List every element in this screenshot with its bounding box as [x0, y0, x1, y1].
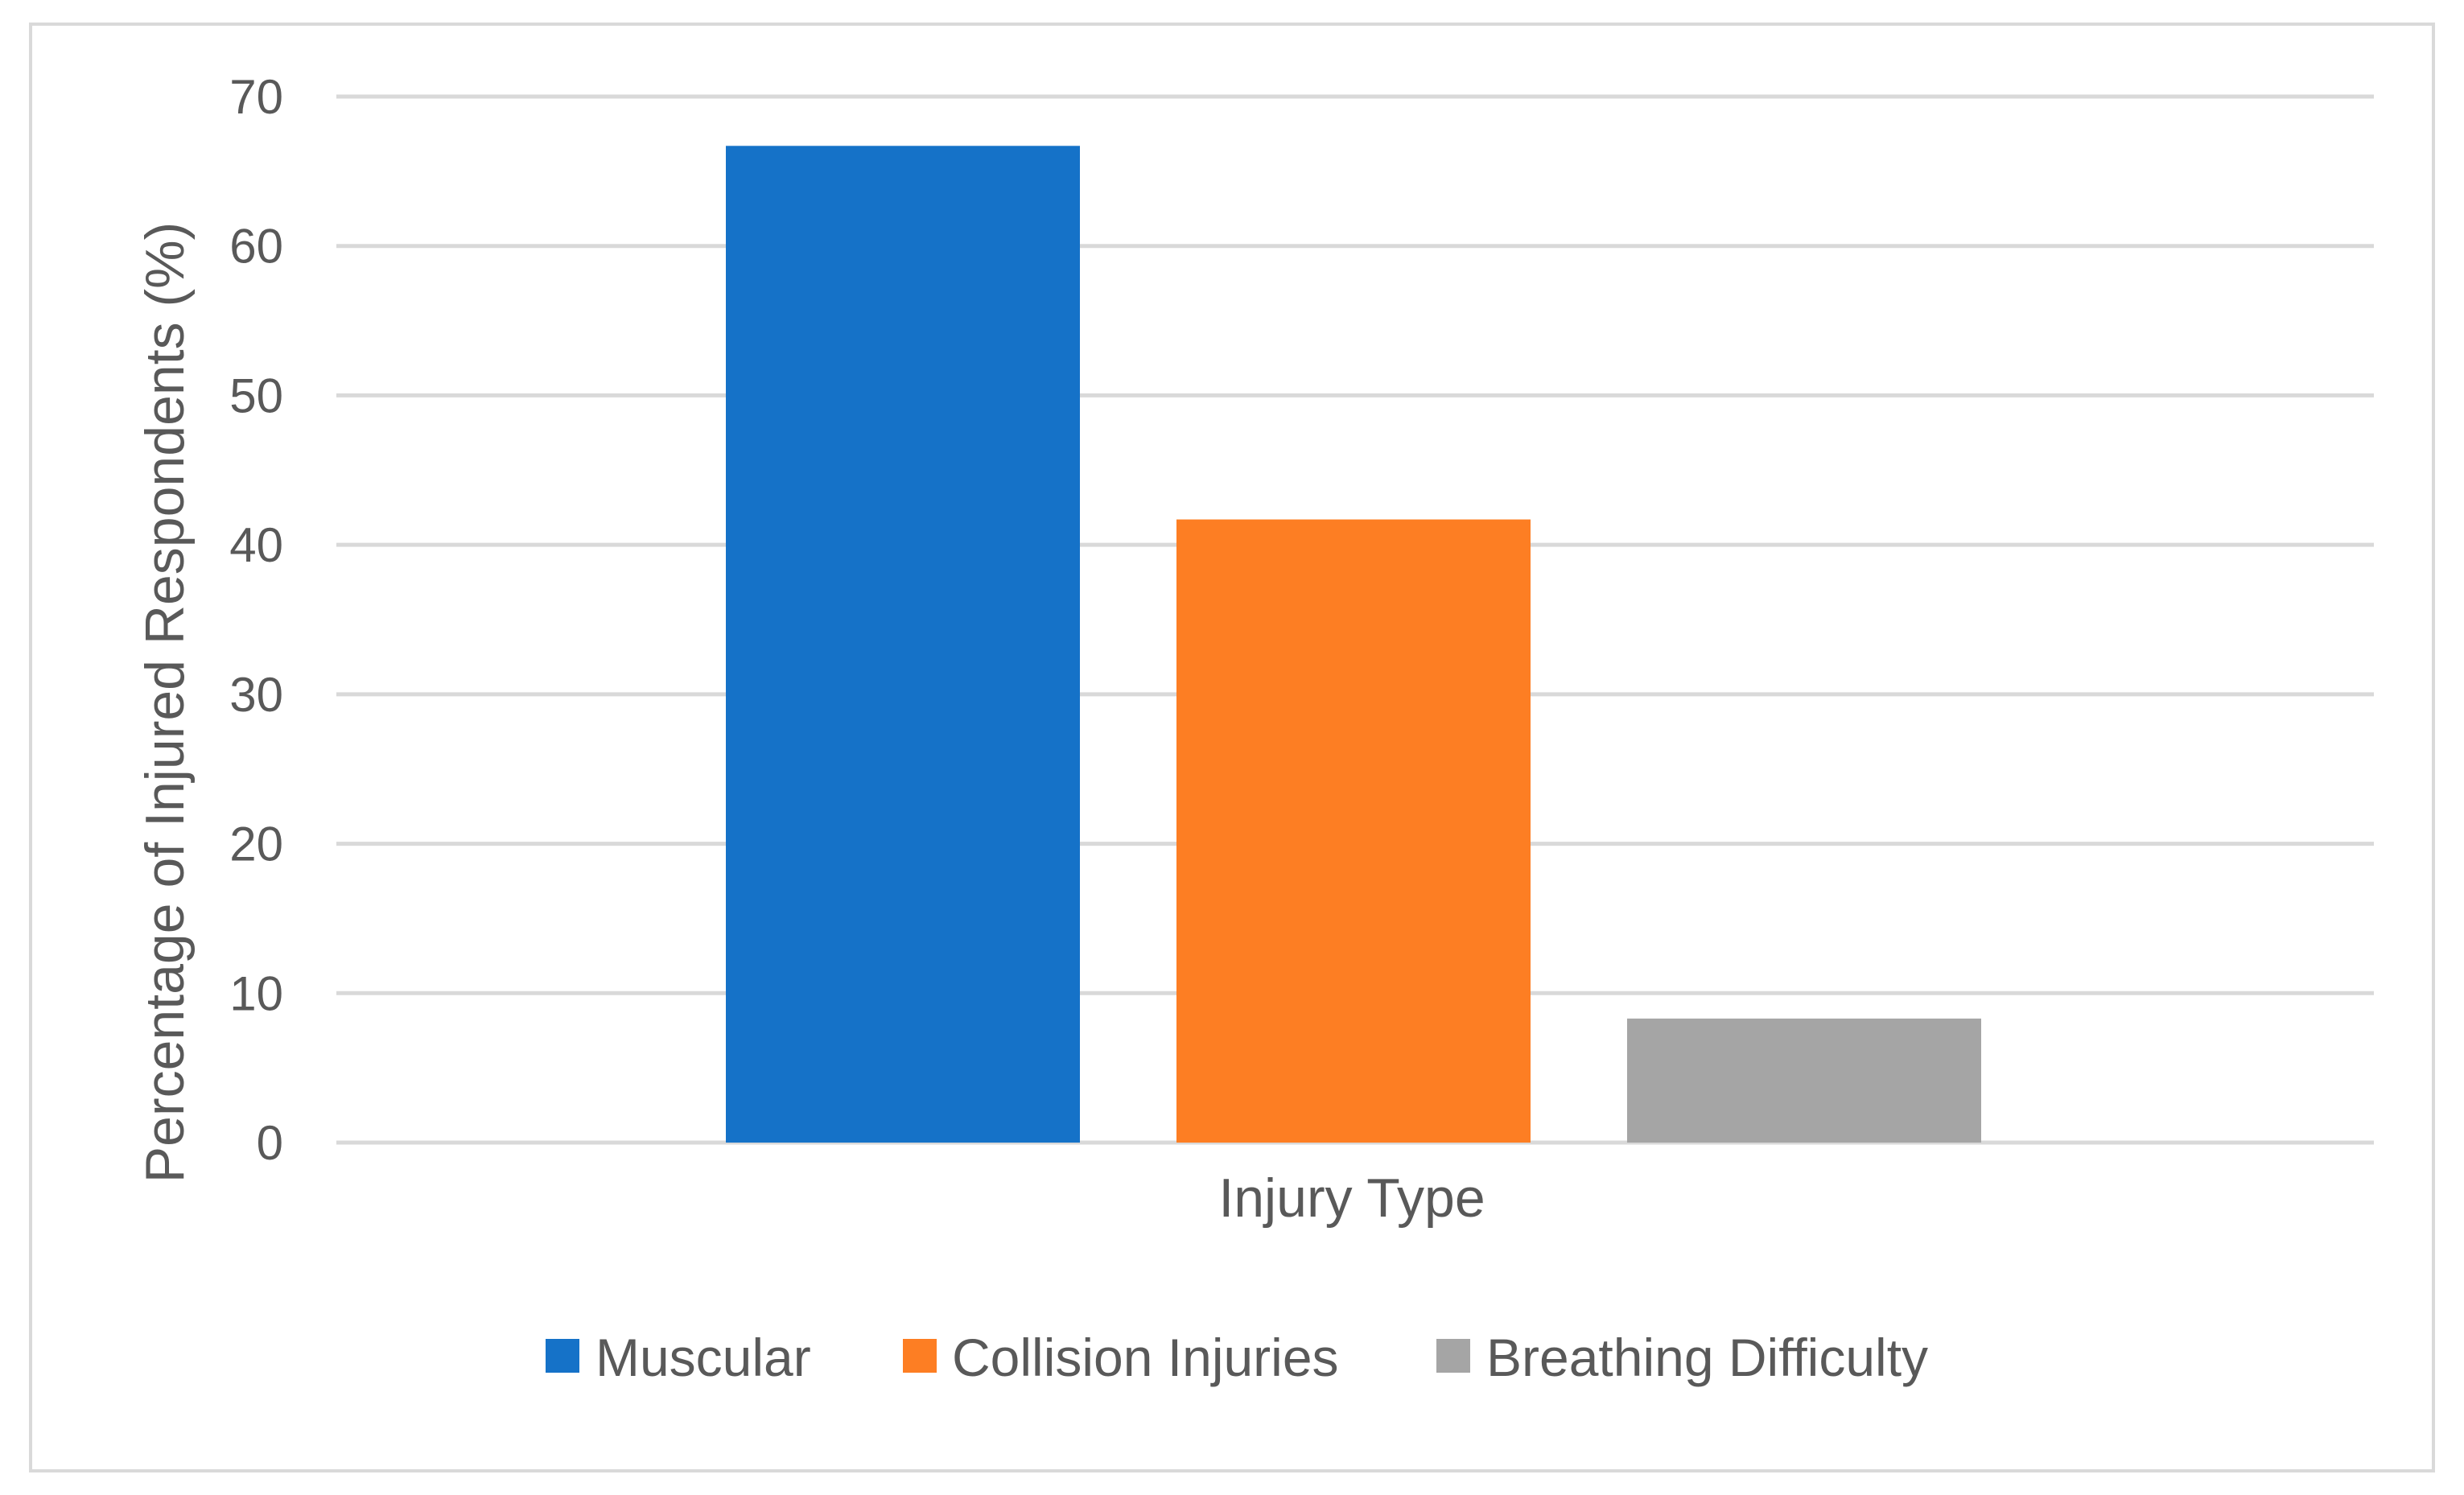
y-tick-label: 30	[229, 668, 283, 722]
bars	[726, 146, 1981, 1143]
y-tick-label: 20	[229, 818, 283, 871]
y-axis-title: Percentage of Injured Respondents (%)	[134, 222, 196, 1183]
bar-breathing-difficulty	[1627, 1018, 1981, 1143]
bar-muscular	[726, 146, 1080, 1143]
legend-label-muscular: Muscular	[595, 1328, 811, 1387]
y-tick-label: 0	[257, 1116, 283, 1170]
y-axis-tick-labels: 0 10 20 30 40 50 60 70	[229, 70, 283, 1170]
bar-collision-injuries	[1176, 519, 1531, 1143]
x-axis-title: Injury Type	[1218, 1168, 1485, 1229]
legend-label-breathing-difficulty: Breathing Difficulty	[1486, 1328, 1928, 1387]
y-tick-label: 60	[229, 220, 283, 274]
legend-swatch-collision-injuries	[903, 1339, 937, 1373]
legend-swatch-muscular	[546, 1339, 579, 1373]
y-tick-label: 10	[229, 966, 283, 1020]
y-tick-label: 70	[229, 70, 283, 124]
legend: Muscular Collision Injuries Breathing Diff…	[546, 1328, 1928, 1387]
legend-label-collision-injuries: Collision Injuries	[952, 1328, 1339, 1387]
legend-swatch-breathing-difficulty	[1436, 1339, 1470, 1373]
y-tick-label: 50	[229, 369, 283, 422]
y-tick-label: 40	[229, 518, 283, 572]
